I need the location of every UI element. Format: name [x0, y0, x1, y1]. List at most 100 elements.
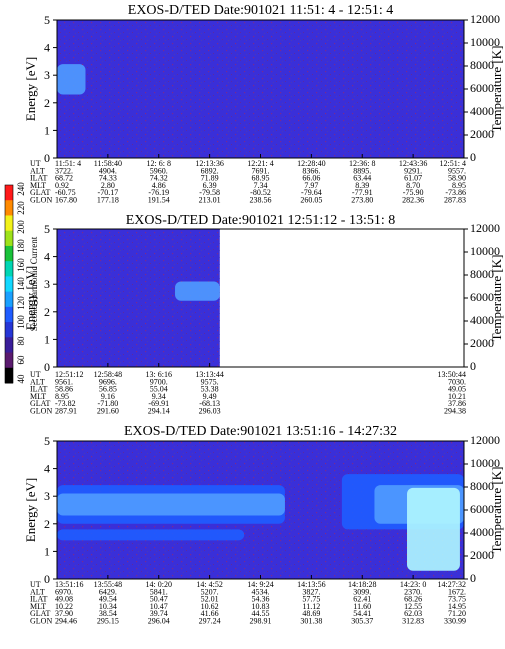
- orbit-table-cell: 12:13:36: [195, 159, 223, 168]
- orbit-table-cell: 3099.: [353, 587, 371, 596]
- orbit-row-label: ILAT: [30, 595, 47, 604]
- orbit-table-cell: 191.54: [148, 196, 170, 205]
- orbit-row-label: ALT: [30, 166, 45, 175]
- colorbar-segment: [5, 337, 13, 354]
- orbit-table-cell: 66.06: [302, 174, 320, 183]
- orbit-table-cell: 6429.: [99, 587, 117, 596]
- y2-tick-label: 4000: [470, 104, 494, 118]
- y2-tick-label: 8000: [470, 267, 494, 281]
- orbit-table-cell: 9700.: [150, 377, 168, 386]
- orbit-table-cell: 62.03: [404, 609, 422, 618]
- orbit-table-cell: 9575.: [201, 377, 219, 386]
- colorbar-label: Second Harmonic Current: [29, 236, 39, 331]
- orbit-table-cell: 14: 4:52: [196, 580, 222, 589]
- orbit-table-cell: 9557.: [448, 166, 466, 175]
- panel-1: EXOS-D/TED Date:901021 11:51: 4 - 12:51:…: [23, 3, 504, 205]
- y2-axis-label: Temperature [K]: [489, 255, 504, 342]
- orbit-table-cell: -76.19: [148, 188, 169, 197]
- orbit-table-cell: 7030.: [448, 377, 466, 386]
- orbit-table-cell: 13:50:44: [438, 370, 466, 379]
- y-tick-label: 5: [44, 13, 50, 27]
- orbit-table-cell: 11:58:40: [94, 159, 122, 168]
- orbit-table-cell: 13: 6:16: [146, 370, 172, 379]
- orbit-table-cell: 296.03: [199, 407, 221, 416]
- orbit-table-cell: 71.89: [201, 174, 219, 183]
- spectrogram-panels: EXOS-D/TED Date:901021 11:51: 4 - 12:51:…: [23, 3, 504, 626]
- orbit-table-cell: 287.91: [55, 407, 77, 416]
- orbit-table-cell: 56.85: [99, 385, 117, 394]
- y2-tick-label: 10000: [470, 35, 500, 49]
- y2-tick-label: 0: [470, 150, 476, 164]
- colorbar-tick-label: 60: [16, 355, 26, 365]
- orbit-table-cell: 287.83: [444, 196, 466, 205]
- orbit-table-cell: 10.83: [252, 602, 270, 611]
- orbit-table-cell: 273.80: [351, 196, 373, 205]
- orbit-table-cell: 13:55:48: [94, 580, 122, 589]
- orbit-table-cell: 9.16: [101, 392, 115, 401]
- orbit-table-cell: 2.80: [101, 181, 115, 190]
- orbit-table-cell: 9291.: [404, 166, 422, 175]
- orbit-table-cell: 8.39: [355, 181, 369, 190]
- y2-tick-label: 2000: [470, 336, 494, 350]
- orbit-table-cell: -70.17: [98, 188, 119, 197]
- heatmap-band-6: [407, 487, 460, 571]
- orbit-row-label: ALT: [30, 587, 45, 596]
- orbit-row-label: UT: [30, 159, 41, 168]
- panel-title: EXOS-D/TED Date:901021 11:51: 4 - 12:51:…: [128, 3, 393, 18]
- orbit-table-cell: 49.05: [448, 385, 466, 394]
- orbit-table-cell: 10.22: [55, 602, 73, 611]
- orbit-table-cell: 41.66: [201, 609, 219, 618]
- orbit-table-cell: 297.24: [199, 617, 221, 626]
- y2-tick-label: 0: [470, 359, 476, 373]
- orbit-table-cell: 12:58:48: [94, 370, 122, 379]
- colorbar-segment: [5, 276, 13, 293]
- panel-3: EXOS-D/TED Date:901021 13:51:16 - 14:27:…: [23, 424, 504, 626]
- orbit-table-cell: 10.21: [448, 392, 466, 401]
- orbit-row-label: MLT: [30, 602, 46, 611]
- orbit-table-cell: 298.91: [250, 617, 272, 626]
- orbit-table-cell: -69.91: [148, 399, 169, 408]
- y2-tick-label: 12000: [470, 221, 500, 235]
- y2-tick-label: 8000: [470, 58, 494, 72]
- orbit-table-cell: 12.55: [404, 602, 422, 611]
- orbit-row-label: ILAT: [30, 385, 47, 394]
- orbit-table-cell: 0.92: [55, 181, 69, 190]
- y2-tick-label: 10000: [470, 244, 500, 258]
- orbit-table-cell: 74.33: [99, 174, 117, 183]
- orbit-table-cell: 294.14: [148, 407, 170, 416]
- orbit-table-cell: 238.56: [250, 196, 272, 205]
- colorbar-tick-label: 100: [16, 315, 26, 329]
- orbit-table-cell: 1672.: [448, 587, 466, 596]
- orbit-table-cell: 37.90: [55, 609, 73, 618]
- orbit-row-label: MLT: [30, 392, 46, 401]
- orbit-table-cell: 4.86: [152, 181, 166, 190]
- orbit-row-label: GLAT: [30, 399, 51, 408]
- orbit-table-cell: 54.41: [353, 609, 371, 618]
- y2-tick-label: 8000: [470, 479, 494, 493]
- orbit-table-cell: 71.20: [448, 609, 466, 618]
- colorbar-segment: [5, 261, 13, 277]
- orbit-table-cell: 3722.: [55, 166, 73, 175]
- colorbar-segment: [5, 215, 13, 232]
- orbit-table-cell: 305.37: [351, 617, 373, 626]
- orbit-row-label: ALT: [30, 377, 45, 386]
- heatmap-noise: [57, 20, 464, 158]
- y-tick-label: 0: [44, 151, 50, 165]
- colorbar-segment: [5, 322, 13, 338]
- orbit-table-cell: -68.13: [199, 399, 220, 408]
- y-tick-label: 1: [44, 332, 50, 346]
- y2-tick-label: 2000: [470, 548, 494, 562]
- heatmap-band-1: [57, 64, 86, 95]
- orbit-table-cell: 14: 9:24: [247, 580, 273, 589]
- orbit-table-cell: 55.04: [150, 385, 168, 394]
- orbit-table-cell: 62.41: [353, 595, 371, 604]
- orbit-table-cell: 12:51:12: [55, 370, 83, 379]
- orbit-table-cell: 37.86: [448, 399, 466, 408]
- orbit-row-label: GLON: [30, 196, 52, 205]
- orbit-table-cell: -79.64: [301, 188, 322, 197]
- colorbar-segment: [5, 200, 13, 216]
- y2-tick-label: 6000: [470, 81, 494, 95]
- orbit-table-cell: 8895.: [353, 166, 371, 175]
- orbit-table-cell: -75.90: [403, 188, 424, 197]
